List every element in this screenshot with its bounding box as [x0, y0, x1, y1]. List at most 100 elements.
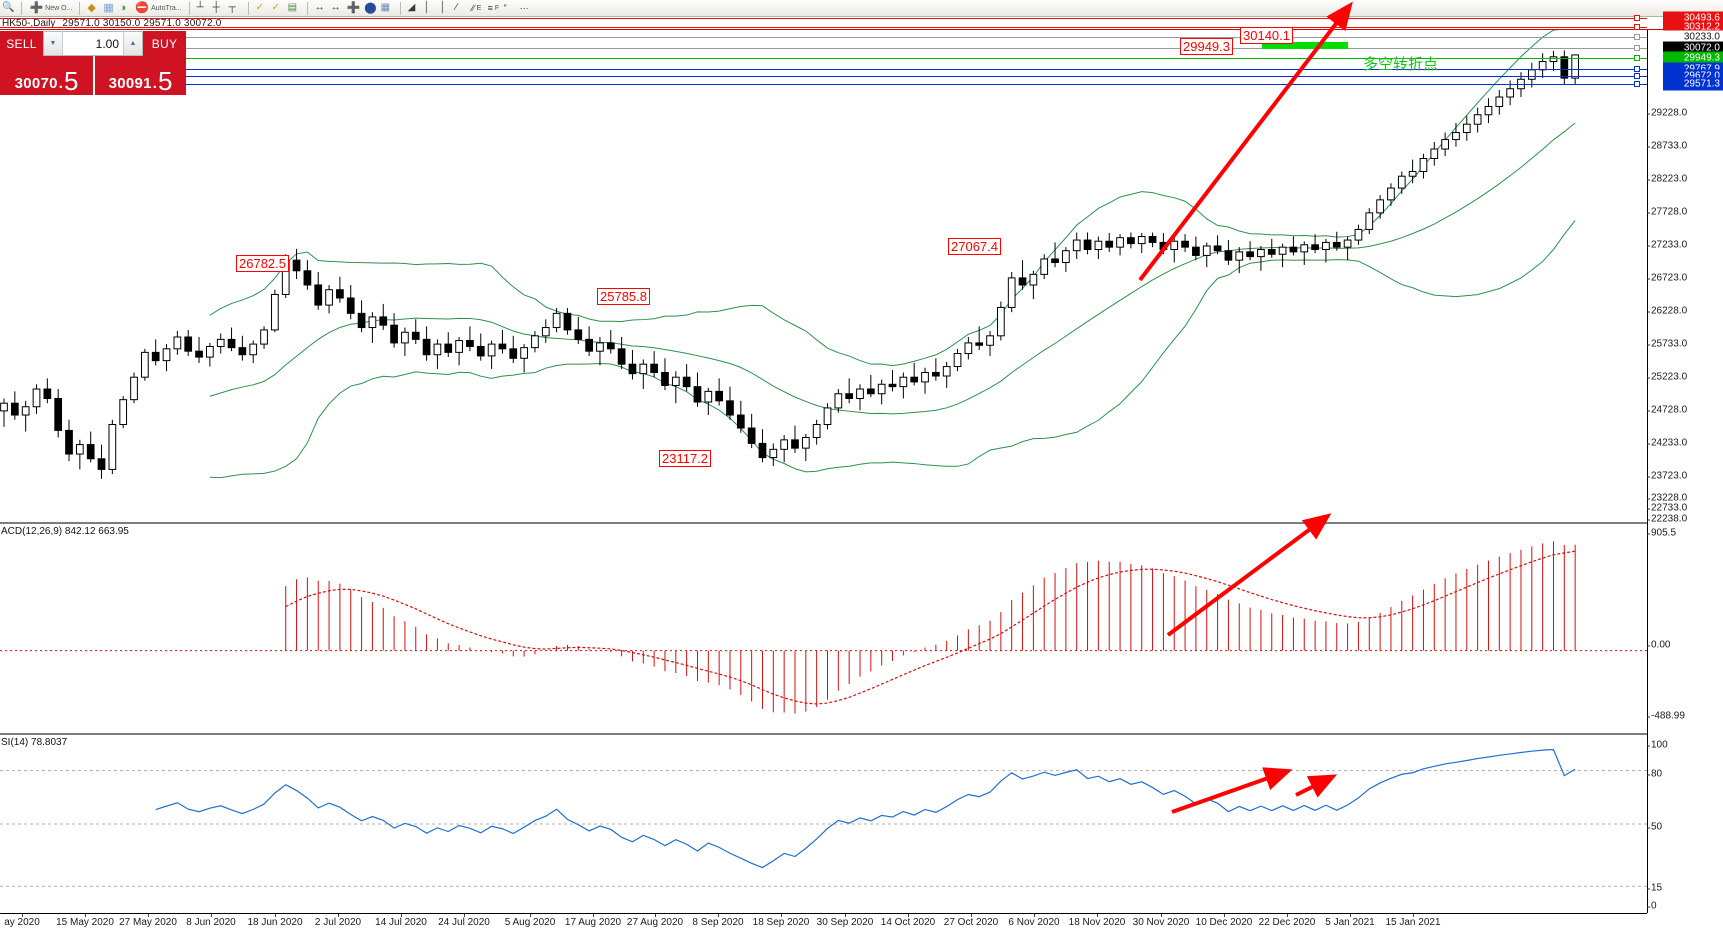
macd-axis-tick: 905.5 — [1646, 527, 1677, 539]
price-level-line[interactable] — [0, 48, 1647, 49]
annotation-peak-25785[interactable]: 25785.8 — [597, 288, 650, 305]
date-axis-tick: 30 Nov 2020 — [1132, 917, 1190, 928]
rsi-pane[interactable]: SI(14) 78.8037 — [0, 733, 1647, 913]
templates-icon[interactable]: ▦ — [380, 2, 391, 13]
sell-button[interactable]: SELL — [0, 31, 43, 56]
date-axis-tick: 14 Jul 2020 — [375, 917, 427, 928]
strategy-tester-icon[interactable]: ◑ — [119, 1, 127, 14]
annotation-level-30140[interactable]: 30140.1 — [1240, 27, 1293, 44]
date-axis-mark — [908, 914, 909, 917]
date-axis-mark — [1097, 914, 1098, 917]
date-axis-tick: 15 May 2020 — [56, 917, 114, 928]
price-level-handle[interactable] — [1634, 15, 1640, 21]
price-level-handle[interactable] — [1634, 45, 1640, 51]
date-axis-mark — [275, 914, 276, 917]
toolbar-separator — [21, 1, 23, 15]
date-axis-mark — [148, 914, 149, 917]
main-toolbar[interactable]: 🔍 ➕ New O... ◆ ▦ ◑ ⛔ AutoTra... ┴ ┼ ┬ ✓ ✓ … — [0, 0, 1723, 17]
stop-icon[interactable]: ⛔ AutoTra... — [135, 1, 182, 14]
terminal-icon[interactable]: ▦ — [103, 1, 114, 14]
annotation-level-29949[interactable]: 29949.3 — [1180, 38, 1233, 55]
date-axis-mark — [22, 914, 23, 917]
buy-price-integer: 30091 — [108, 75, 152, 92]
date-axis[interactable]: ay 2020 15 May 2020 27 May 2020 8 Jun 2020 1… — [0, 913, 1647, 935]
date-axis-mark — [464, 914, 465, 917]
price-axis-tick: 26228.0 — [1646, 305, 1688, 317]
cursor-icon[interactable]: ◢ — [407, 2, 416, 13]
price-level-line[interactable] — [0, 37, 1647, 38]
rsi-axis-tick: 15 — [1646, 882, 1663, 894]
volume-increase-button[interactable]: ▲ — [123, 32, 142, 55]
price-level-line[interactable] — [0, 27, 1647, 28]
trade-panel-price-row: 30070 . 5 30091 . 5 — [0, 56, 186, 95]
label-icon[interactable]: ⋯ — [519, 2, 529, 13]
zoom-icon[interactable]: 🔍 — [2, 2, 15, 13]
equidistant-channel-icon[interactable]: ∕∕ E — [471, 2, 482, 13]
crosshair-icon[interactable]: │ — [423, 2, 430, 13]
vertical-line-icon[interactable]: │ — [439, 2, 446, 13]
date-axis-tick: 10 Dec 2020 — [1195, 917, 1253, 928]
price-level-tag[interactable]: 29571.3 — [1663, 77, 1723, 91]
price-level-handle[interactable] — [1634, 34, 1640, 40]
price-axis-tick: 23228.0 — [1646, 492, 1688, 504]
sell-price-fraction: 5 — [63, 65, 79, 96]
candlestick-chart-icon[interactable]: ┼ — [212, 2, 220, 13]
autotrading-icon[interactable]: ◆ — [87, 1, 96, 14]
sell-price-display[interactable]: 30070 . 5 — [0, 56, 93, 95]
price-level-handle[interactable] — [1634, 66, 1640, 72]
date-axis-mark — [1224, 914, 1225, 917]
date-axis-mark — [1287, 914, 1288, 917]
price-level-tag[interactable]: 30312.2 — [1663, 20, 1723, 34]
date-axis-mark — [401, 914, 402, 917]
macd-pane[interactable]: ACD(12,26,9) 842.12 663.95 — [0, 522, 1647, 719]
sell-price-integer: 30070 — [14, 75, 58, 92]
toolbar-separator — [247, 1, 249, 15]
price-level-line[interactable] — [0, 84, 1647, 85]
zoom-in-icon[interactable]: ✓ — [255, 2, 264, 13]
annotation-low-23117[interactable]: 23117.2 — [659, 450, 712, 467]
annotation-turning-point[interactable]: 多空转折点 — [1363, 55, 1439, 73]
new-order-icon[interactable]: ➕ New O... — [29, 1, 73, 14]
date-axis-mark — [338, 914, 339, 917]
price-chart-pane[interactable] — [0, 30, 1647, 518]
trendline-icon[interactable]: ∕ — [455, 2, 458, 13]
auto-scroll-icon[interactable]: ↔ — [314, 2, 325, 13]
date-axis-tick: 24 Jul 2020 — [438, 917, 490, 928]
volume-input-group[interactable]: ▼ 1.00 ▲ — [43, 31, 143, 56]
date-axis-tick: 6 Nov 2020 — [1008, 917, 1060, 928]
fibonacci-icon[interactable]: ≡ F — [487, 2, 500, 13]
line-chart-icon[interactable]: ┬ — [228, 2, 236, 13]
price-level-handle[interactable] — [1634, 73, 1640, 79]
one-click-trading-panel[interactable]: SELL ▼ 1.00 ▲ BUY 30070 . 5 30091 . 5 — [0, 31, 186, 95]
date-axis-mark — [593, 914, 594, 917]
grid-icon[interactable]: ↔ — [330, 2, 341, 13]
price-level-line[interactable] — [0, 18, 1647, 19]
buy-button[interactable]: BUY — [143, 31, 186, 56]
price-level-handle[interactable] — [1634, 81, 1640, 87]
date-axis-mark — [971, 914, 972, 917]
annotation-peak-27067[interactable]: 27067.4 — [948, 238, 1001, 255]
toolbar-separator — [306, 1, 308, 15]
zoom-out-icon[interactable]: ✓ — [271, 2, 280, 13]
date-axis-tick: ay 2020 — [4, 917, 40, 928]
chart-shift-icon[interactable]: ▤ — [287, 2, 298, 13]
price-axis-tick: 29228.0 — [1646, 107, 1688, 119]
volume-decrease-button[interactable]: ▼ — [44, 32, 63, 55]
date-axis-tick: 22 Dec 2020 — [1258, 917, 1316, 928]
indicators-icon[interactable]: ➕ — [346, 1, 361, 14]
price-level-handle[interactable] — [1634, 24, 1640, 30]
price-level-handle[interactable] — [1634, 55, 1640, 61]
buy-price-display[interactable]: 30091 . 5 — [93, 56, 186, 95]
volume-input[interactable]: 1.00 — [95, 36, 119, 51]
text-icon[interactable]: ” — [503, 2, 507, 13]
bar-chart-icon[interactable]: ┴ — [196, 2, 204, 13]
date-axis-mark — [1034, 914, 1035, 917]
periods-icon[interactable]: ⬤ — [364, 1, 377, 14]
price-level-line[interactable] — [0, 76, 1647, 77]
annotation-peak-26782[interactable]: 26782.5 — [236, 255, 289, 272]
price-level-tag[interactable]: 30233.0 — [1663, 30, 1723, 44]
price-level-tag[interactable]: 29949.3 — [1663, 51, 1723, 65]
price-level-tag[interactable]: 30072.0 — [1663, 41, 1723, 55]
price-axis[interactable]: 29228.0 28733.0 28223.0 27728.0 27233.0 26723… — [1646, 30, 1723, 913]
date-axis-mark — [1350, 914, 1351, 917]
